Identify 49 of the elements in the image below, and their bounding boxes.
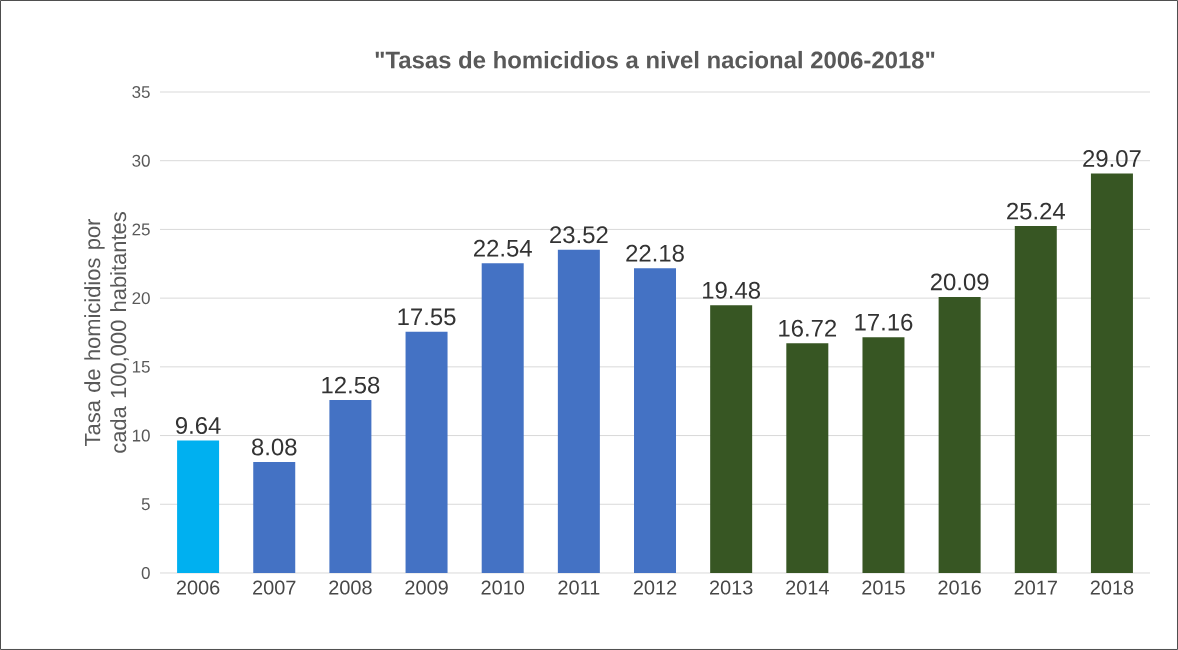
bar [481, 263, 524, 573]
x-tick-label: 2008 [329, 580, 372, 595]
y-tick-label: 5 [141, 498, 150, 511]
x-tick-label: 2016 [938, 580, 981, 595]
x-tick-label: 2007 [253, 580, 296, 595]
x-tick-label: 2014 [786, 580, 829, 595]
bar [710, 305, 753, 573]
x-tick-label: 2011 [558, 580, 600, 595]
bar [1090, 173, 1133, 573]
data-label: 22.54 [473, 239, 532, 257]
bar [634, 268, 677, 573]
data-label: 17.16 [855, 313, 913, 331]
data-label: 20.09 [930, 273, 989, 291]
bar [862, 337, 905, 573]
x-tick-label: 2013 [710, 580, 753, 595]
data-label: 12.58 [322, 376, 380, 394]
y-axis-title: Tasa de homicidios por cada 100,000 habitantes [84, 212, 129, 453]
bar [557, 249, 600, 573]
x-tick-label: 2010 [481, 580, 525, 595]
bar [177, 440, 220, 573]
x-tick-label: 2009 [405, 580, 448, 595]
x-tick-label: 2015 [862, 580, 905, 595]
y-tick-label: 20 [132, 292, 150, 305]
y-tick-label: 15 [132, 360, 150, 373]
y-tick-label: 35 [132, 85, 150, 98]
bar [938, 296, 981, 573]
x-tick-label: 2006 [176, 580, 220, 595]
y-tick-label: 10 [132, 429, 150, 442]
data-label: 17.55 [398, 308, 456, 326]
x-tick-label: 2017 [1014, 580, 1057, 595]
bar [329, 400, 372, 573]
data-label: 22.18 [626, 244, 684, 262]
data-label: 23.52 [550, 226, 608, 244]
data-label: 19.48 [703, 281, 761, 299]
bar [1014, 226, 1057, 573]
data-label: 9.64 [175, 417, 221, 434]
data-label: 29.07 [1083, 150, 1141, 167]
y-tick-label: 0 [141, 566, 150, 579]
chart-title: "Tasas de homicidios a nivel nacional 2006-2018" [375, 50, 935, 69]
x-tick-label: 2018 [1090, 580, 1134, 595]
y-tick-label: 30 [132, 154, 150, 167]
x-tick-label: 2012 [633, 580, 677, 595]
bar [405, 331, 448, 573]
y-tick-label: 25 [132, 223, 150, 236]
data-label: 25.24 [1007, 202, 1065, 220]
data-label: 8.08 [252, 438, 297, 456]
data-label: 16.72 [779, 319, 837, 337]
bar [253, 461, 296, 573]
bar [786, 343, 829, 573]
